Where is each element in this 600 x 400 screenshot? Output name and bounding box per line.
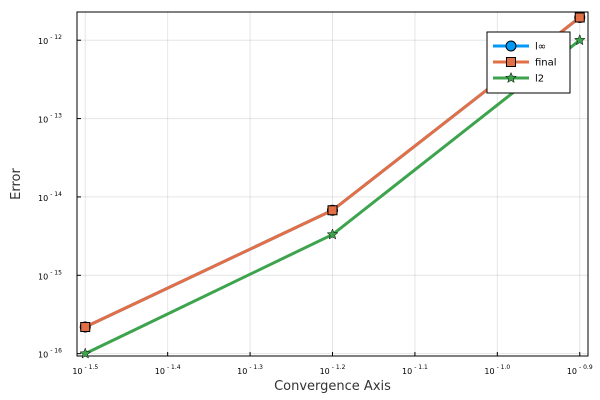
- x-tick-base: 10: [237, 367, 247, 376]
- legend-marker: [505, 40, 517, 52]
- series-1-marker: [80, 322, 91, 333]
- series-1-marker: [574, 12, 585, 23]
- x-tick-label: 10- 1.2: [320, 364, 346, 376]
- y-tick-base: 10: [38, 351, 48, 360]
- x-tick-exponent: - 1.5: [85, 364, 99, 371]
- x-tick-exponent: - 1.4: [167, 364, 181, 371]
- y-tick-label: 10- 13: [38, 113, 62, 125]
- x-tick-label: 10- 1.5: [72, 364, 98, 376]
- grid: [77, 12, 588, 356]
- legend-label: l2: [535, 74, 544, 85]
- x-tick-label: 10- 1.3: [237, 364, 263, 376]
- y-tick-exponent: - 13: [50, 113, 62, 120]
- legend: l∞ final l2: [486, 31, 571, 94]
- x-tick-label: 10- 1.1: [402, 364, 428, 376]
- y-tick-label: 10- 14: [38, 191, 62, 203]
- legend-marker: [506, 57, 516, 67]
- series-1-marker: [327, 205, 338, 216]
- x-axis-ticks: 10- 1.5 10- 1.4 10- 1.3 10- 1.2 10- 1.1 10- 1…: [72, 352, 593, 376]
- y-tick-base: 10: [38, 37, 48, 46]
- x-axis-label: Convergence Axis: [274, 379, 391, 394]
- x-tick-exponent: - 1.2: [332, 364, 346, 371]
- x-tick-base: 10: [484, 367, 494, 376]
- y-tick-label: 10- 16: [38, 348, 62, 360]
- x-tick-base: 10: [72, 367, 82, 376]
- series-2-marker: [573, 34, 586, 46]
- y-tick-label: 10- 15: [38, 269, 62, 281]
- y-tick-exponent: - 12: [50, 34, 62, 41]
- series-2-marker: [79, 347, 92, 359]
- x-tick-base: 10: [567, 367, 577, 376]
- y-tick-base: 10: [38, 272, 48, 281]
- y-tick-exponent: - 16: [50, 348, 62, 355]
- x-tick-base: 10: [402, 367, 412, 376]
- x-tick-label: 10- 1.4: [155, 364, 181, 376]
- y-axis-label: Error: [9, 168, 24, 200]
- y-tick-base: 10: [38, 116, 48, 125]
- series-2-marker: [326, 228, 339, 240]
- x-tick-base: 10: [155, 367, 165, 376]
- y-tick-exponent: - 14: [50, 191, 62, 198]
- x-tick-label: 10- 0.9: [567, 364, 593, 376]
- x-tick-base: 10: [320, 367, 330, 376]
- legend-label: l∞: [535, 42, 546, 53]
- series-markers: [79, 11, 586, 359]
- x-tick-exponent: - 1.0: [497, 364, 511, 371]
- y-tick-exponent: - 15: [50, 269, 62, 276]
- x-tick-exponent: - 1.3: [249, 364, 263, 371]
- y-tick-base: 10: [38, 194, 48, 203]
- x-tick-label: 10- 1.0: [484, 364, 510, 376]
- y-tick-label: 10- 12: [38, 34, 62, 46]
- legend-marker: [505, 71, 517, 83]
- x-tick-exponent: - 1.1: [414, 364, 428, 371]
- legend-label: final: [535, 58, 557, 69]
- x-tick-exponent: - 0.9: [579, 364, 593, 371]
